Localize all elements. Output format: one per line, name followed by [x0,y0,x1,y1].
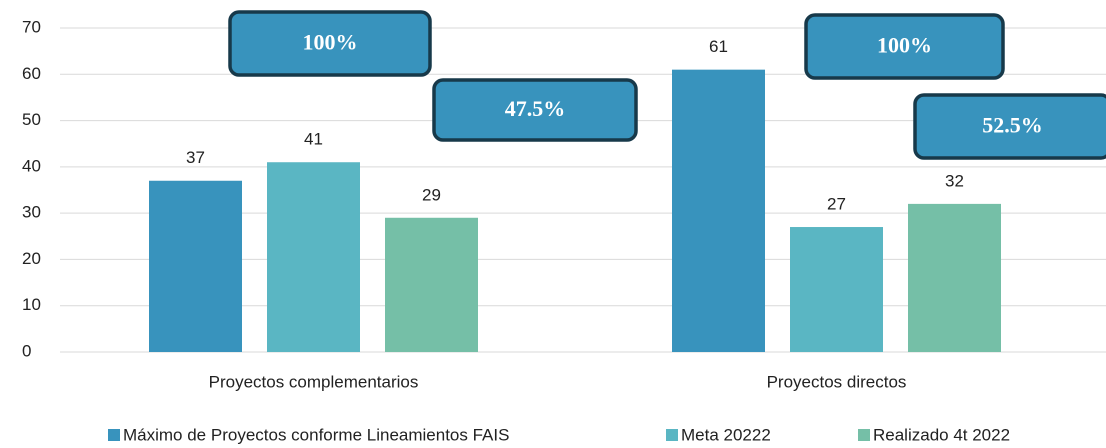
annotation-box [913,93,1106,160]
x-tick-label: Proyectos directos [767,372,907,391]
y-tick-label: 30 [22,203,41,222]
bar [790,227,883,352]
legend-label: Meta 20222 [681,425,771,444]
bar [385,217,478,352]
data-label: 29 [422,185,441,204]
y-tick-label: 50 [22,110,41,129]
annotation: 52.5% [982,113,1043,138]
annotation-box [804,13,1005,80]
y-tick-label: 20 [22,249,41,268]
y-tick-label: 40 [22,156,41,175]
annotation-box [228,10,432,77]
x-tick-label: Proyectos complementarios [209,372,419,391]
data-label: 37 [186,148,205,167]
annotation-box [432,78,638,142]
bar [149,180,242,352]
data-label: 41 [304,130,323,149]
bar [908,203,1001,352]
legend-label: Máximo de Proyectos conforme Lineamiento… [123,425,509,444]
bar [267,162,360,352]
y-tick-label: 70 [22,17,41,36]
legend-swatch [666,429,678,441]
y-tick-label: 10 [22,295,41,314]
data-label: 61 [709,37,728,56]
annotation: 100% [877,33,932,58]
y-tick-label: 60 [22,64,41,83]
data-label: 32 [945,171,964,190]
bar [672,69,765,353]
y-tick-label: 0 [22,341,31,360]
annotation: 47.5% [505,96,566,121]
legend-label: Realizado 4t 2022 [873,425,1010,444]
legend-swatch [858,429,870,441]
data-label: 27 [827,195,846,214]
legend-swatch [108,429,120,441]
annotation: 100% [303,30,358,55]
